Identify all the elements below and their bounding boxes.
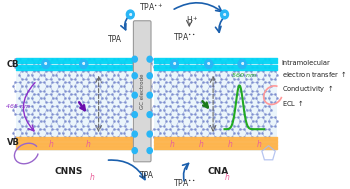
Text: TPA: TPA (107, 35, 121, 44)
Text: h: h (86, 140, 91, 149)
FancyBboxPatch shape (16, 71, 132, 151)
Text: electron transfer $\uparrow$: electron transfer $\uparrow$ (282, 69, 347, 79)
Text: TPA: TPA (140, 171, 154, 180)
Text: 560 nm: 560 nm (232, 73, 256, 78)
Text: H$^+$: H$^+$ (186, 14, 198, 26)
Circle shape (147, 131, 152, 137)
Text: h: h (257, 140, 261, 149)
Text: e: e (223, 12, 226, 17)
Circle shape (147, 148, 152, 153)
Circle shape (147, 112, 152, 118)
Circle shape (220, 10, 229, 19)
Text: TPA$^{\bullet\bullet}$: TPA$^{\bullet\bullet}$ (173, 31, 197, 42)
Text: h: h (198, 140, 203, 149)
Circle shape (147, 56, 152, 62)
Circle shape (132, 112, 137, 118)
Circle shape (238, 60, 246, 68)
Circle shape (147, 73, 152, 79)
Circle shape (170, 60, 178, 68)
Text: e: e (173, 61, 176, 66)
Text: e: e (207, 61, 210, 66)
Text: e: e (240, 61, 244, 66)
FancyBboxPatch shape (133, 21, 151, 162)
Text: VB: VB (7, 138, 20, 147)
Circle shape (132, 56, 137, 62)
Text: CNNS: CNNS (55, 167, 83, 176)
Text: h: h (169, 140, 174, 149)
Text: h: h (225, 173, 230, 182)
Text: e: e (129, 12, 132, 17)
Text: TPA$^{\bullet\bullet}$: TPA$^{\bullet\bullet}$ (173, 177, 197, 188)
Text: Conductivity $\uparrow$: Conductivity $\uparrow$ (282, 83, 333, 94)
Text: h: h (90, 173, 95, 182)
Text: e: e (82, 61, 85, 66)
Circle shape (126, 10, 134, 19)
Circle shape (132, 148, 137, 153)
Text: CNA: CNA (208, 167, 229, 176)
Circle shape (42, 60, 50, 68)
Text: e: e (44, 61, 48, 66)
Text: h: h (228, 140, 232, 149)
Text: CB: CB (7, 60, 20, 69)
Circle shape (132, 73, 137, 79)
Circle shape (132, 92, 137, 98)
Text: 465 nm: 465 nm (6, 104, 30, 109)
Text: GC electrode: GC electrode (140, 74, 145, 109)
FancyBboxPatch shape (154, 71, 277, 151)
Text: ECL $\uparrow$: ECL $\uparrow$ (282, 98, 304, 108)
Text: TPA$^{\bullet+}$: TPA$^{\bullet+}$ (139, 1, 164, 12)
Circle shape (80, 60, 88, 68)
Text: h: h (49, 140, 54, 149)
Circle shape (205, 60, 213, 68)
Circle shape (147, 92, 152, 98)
Circle shape (132, 131, 137, 137)
Text: Intramolecular: Intramolecular (282, 60, 330, 66)
